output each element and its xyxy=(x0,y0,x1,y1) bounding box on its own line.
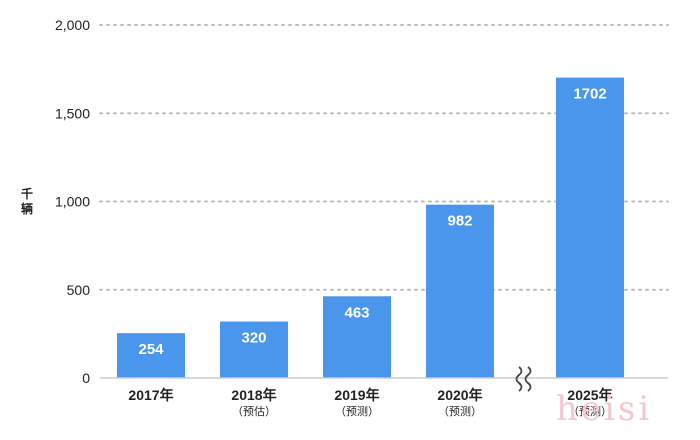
x-category-label: 2019年 xyxy=(334,387,379,403)
x-category-label: 2017年 xyxy=(128,387,173,403)
x-axis-labels: 2017年 2018年 （预估） 2019年 （预测） 2020年 （预测） 2025年 （预测… xyxy=(128,387,612,418)
break-wave xyxy=(515,366,523,392)
bar-2017年 xyxy=(117,333,185,378)
x-category-note: （预测） xyxy=(568,405,612,418)
x-category-label: 2020年 xyxy=(437,387,482,403)
y-tick-label: 1,000 xyxy=(55,194,90,210)
bar-value-label: 1702 xyxy=(573,86,606,103)
y-tick-label: 1,500 xyxy=(55,105,90,121)
y-axis-ticks: 0 500 1,000 1,500 2,000 xyxy=(55,17,90,386)
watermark: heisi xyxy=(556,389,652,429)
y-tick-label: 500 xyxy=(67,282,91,298)
y-tick-label: 0 xyxy=(82,370,90,386)
bar-value-label: 320 xyxy=(241,330,266,347)
x-category-label: 2018年 xyxy=(231,387,276,403)
axis-break-mark xyxy=(515,366,532,392)
bar-2020年 xyxy=(426,204,494,378)
bar-2019年 xyxy=(323,296,391,378)
x-category-note: （预测） xyxy=(335,405,379,418)
y-tick-label: 2,000 xyxy=(55,17,90,33)
y-axis-unit-label: 千辆 xyxy=(21,186,33,216)
x-category-note: （预测） xyxy=(438,405,482,418)
bar-value-label: 254 xyxy=(138,341,164,358)
bar-value-label: 463 xyxy=(344,304,369,321)
bars: 254 320 463 982 1702 xyxy=(117,77,624,379)
x-category-label: 2025年 xyxy=(567,387,612,403)
bar-2025年 xyxy=(556,77,624,379)
bar-value-label: 982 xyxy=(447,213,472,230)
bar-2018年 xyxy=(220,321,288,378)
break-wave xyxy=(524,366,532,392)
x-category-note: （预估） xyxy=(232,405,276,418)
